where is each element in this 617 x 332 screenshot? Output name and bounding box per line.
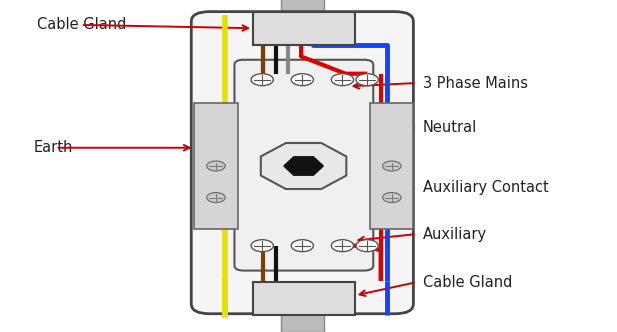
Bar [253, 282, 355, 315]
Text: Cable Gland: Cable Gland [37, 17, 126, 33]
Text: Earth: Earth [34, 140, 73, 155]
Bar [370, 103, 413, 229]
Circle shape [291, 74, 313, 86]
Circle shape [331, 74, 354, 86]
Circle shape [207, 161, 225, 171]
Bar [281, 314, 324, 332]
Text: Cable Gland: Cable Gland [423, 275, 512, 290]
Circle shape [207, 193, 225, 203]
Circle shape [383, 193, 401, 203]
Text: Auxiliary: Auxiliary [423, 226, 487, 242]
FancyBboxPatch shape [191, 12, 413, 314]
Text: Auxiliary Contact: Auxiliary Contact [423, 180, 549, 195]
Circle shape [251, 74, 273, 86]
Circle shape [356, 74, 378, 86]
Circle shape [251, 240, 273, 252]
FancyBboxPatch shape [234, 60, 373, 271]
Circle shape [291, 240, 313, 252]
Bar [253, 12, 355, 45]
Polygon shape [284, 157, 323, 175]
Polygon shape [261, 143, 346, 189]
Bar [281, 0, 324, 15]
Circle shape [331, 240, 354, 252]
Text: 3 Phase Mains: 3 Phase Mains [423, 75, 528, 91]
Text: Neutral: Neutral [423, 120, 477, 135]
Circle shape [356, 240, 378, 252]
Bar [194, 103, 238, 229]
Circle shape [383, 161, 401, 171]
